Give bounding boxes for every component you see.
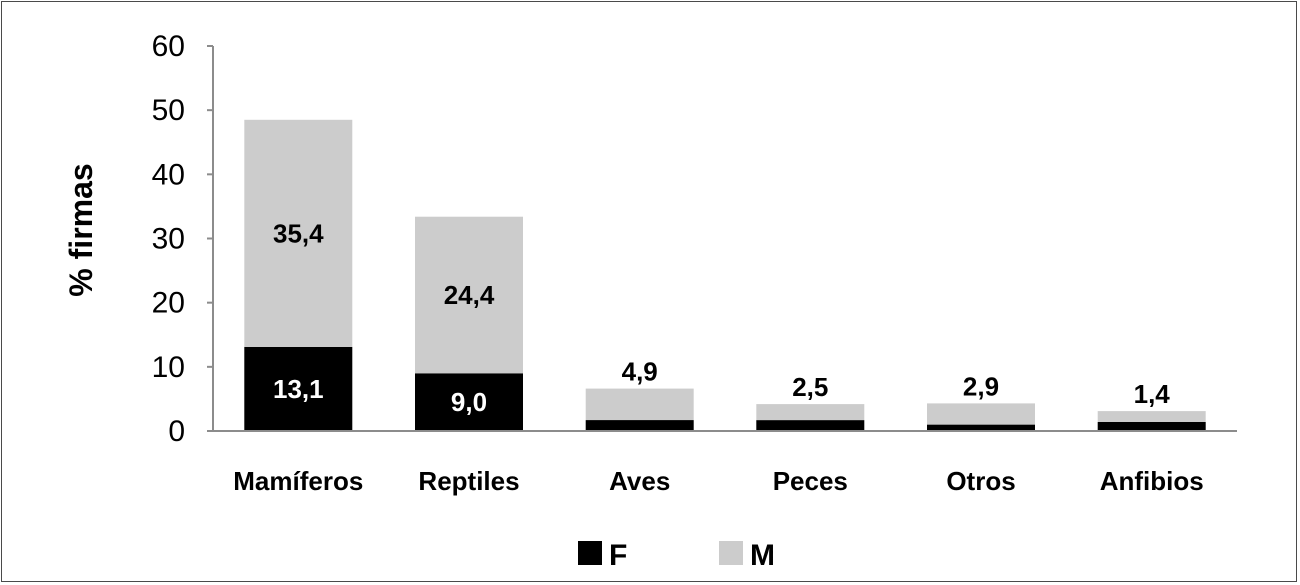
data-labels-layer: 13,1 35,4 9,0 24,4 4,9 2,5 2,9 1,4 — [273, 218, 1170, 417]
legend-swatch-m — [719, 541, 743, 565]
data-label-m-2: 4,9 — [622, 357, 658, 387]
bar-f-1 — [415, 373, 523, 432]
x-tick-label-4: Otros — [946, 466, 1015, 496]
data-label-m-1: 24,4 — [444, 280, 495, 310]
bar-f-4 — [927, 424, 1035, 431]
bar-m-4 — [927, 403, 1035, 425]
bar-m-5 — [1097, 411, 1206, 422]
bar-m-0 — [244, 119, 353, 347]
y-tick-label-0: 0 — [168, 415, 185, 448]
y-tick-label-1: 10 — [152, 351, 185, 384]
x-tick-label-2: Aves — [609, 466, 670, 496]
x-tick-label-1: Reptiles — [418, 466, 519, 496]
y-tick-label-2: 20 — [152, 287, 185, 320]
y-tick-label-3: 30 — [152, 223, 185, 256]
y-tick-label-5: 50 — [152, 94, 185, 127]
bar-m-3 — [756, 404, 865, 421]
axes-layer: Mamíferos Reptiles Aves Peces Otros Anfibios 0… — [152, 30, 1237, 496]
legend-swatch-f — [578, 541, 602, 565]
data-label-m-4: 2,9 — [963, 371, 999, 401]
bar-f-3 — [756, 420, 865, 431]
bar-f-5 — [1097, 422, 1206, 431]
x-tick-label-3: Peces — [773, 466, 848, 496]
bar-f-0 — [244, 346, 353, 431]
y-tick-label-6: 60 — [152, 30, 185, 63]
data-label-m-3: 2,5 — [792, 372, 828, 402]
data-label-m-5: 1,4 — [1134, 379, 1171, 409]
bar-m-2 — [585, 388, 694, 420]
x-tick-label-5: Anfibios — [1100, 466, 1204, 496]
bars-layer — [244, 119, 1206, 432]
data-label-f-0: 13,1 — [273, 374, 324, 404]
legend-label-m: M — [750, 539, 775, 572]
y-tick-label-4: 40 — [152, 158, 185, 191]
y-axis-label: % firmas — [63, 163, 99, 296]
legend-label-f: F — [609, 539, 627, 572]
x-tick-label-0: Mamíferos — [233, 466, 363, 496]
bar-f-2 — [585, 420, 694, 431]
data-label-f-1: 9,0 — [451, 387, 487, 417]
data-label-m-0: 35,4 — [273, 218, 324, 248]
bar-m-1 — [415, 216, 523, 374]
